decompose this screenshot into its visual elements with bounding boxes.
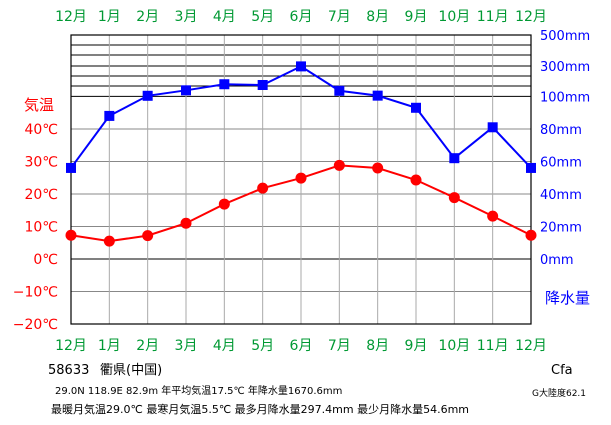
top-month-label: 5月 — [251, 9, 274, 25]
bottom-month-label: 5月 — [251, 338, 274, 354]
precipitation-point — [219, 79, 230, 90]
temperature-point — [142, 230, 154, 242]
bottom-month-label: 11月 — [477, 338, 509, 354]
precipitation-point — [487, 122, 498, 133]
precipitation-tick-labels: 500mm 300mm 100mm 80mm 60mm 40mm 20mm 0mm — [540, 29, 590, 268]
temperature-tick-label: 10℃ — [24, 220, 58, 236]
temperature-point — [525, 229, 537, 241]
top-month-label: 6月 — [290, 9, 313, 25]
temperature-point — [103, 235, 115, 247]
temperature-tick-label: 20℃ — [24, 187, 58, 203]
precipitation-tick-label: 80mm — [540, 123, 582, 138]
temperature-point — [410, 174, 422, 186]
precipitation-tick-label: 500mm — [540, 29, 590, 44]
precipitation-point — [66, 162, 76, 173]
bottom-month-label: 8月 — [366, 338, 389, 354]
precipitation-tick-label: 300mm — [540, 60, 590, 75]
station-name: 衢県(中国) — [100, 363, 162, 378]
station-info-line1: 29.0N 118.9E 82.9m 年平均気温17.5℃ 年降水量1670.6… — [55, 384, 342, 397]
precipitation-point — [449, 153, 460, 164]
temperature-point — [372, 162, 384, 174]
bottom-month-label: 9月 — [405, 338, 428, 354]
bottom-month-label: 3月 — [175, 338, 198, 354]
precipitation-point — [526, 162, 536, 173]
temperature-point — [487, 210, 499, 222]
temperature-tick-label: −20℃ — [13, 317, 58, 333]
top-month-label: 1月 — [98, 9, 121, 25]
precipitation-tick-label: 20mm — [540, 220, 582, 235]
precipitation-axis-label: 降水量 — [545, 289, 590, 307]
plot-frame — [70, 34, 532, 325]
precipitation-point — [104, 110, 115, 121]
top-month-label: 4月 — [213, 9, 236, 25]
temperature-tick-label: −10℃ — [13, 285, 58, 301]
top-month-label: 10月 — [438, 9, 470, 25]
bottom-month-label: 1月 — [98, 338, 121, 354]
top-month-label: 7月 — [328, 9, 351, 25]
temperature-point — [295, 172, 307, 184]
temperature-axis-label: 気温 — [24, 96, 54, 114]
precipitation-tick-label: 0mm — [540, 253, 574, 268]
top-month-label: 9月 — [405, 9, 428, 25]
climate-class: Cfa — [551, 363, 573, 378]
continentality: G大陸度62.1 — [532, 387, 586, 399]
station-info-line2: 最暖月気温29.0℃ 最寒月気温5.5℃ 最多月降水量297.4mm 最少月降水… — [51, 402, 469, 416]
top-month-labels: 12月 1月 2月 3月 4月 5月 6月 7月 8月 9月 10月 11月 12月 — [55, 9, 547, 25]
temperature-point — [218, 198, 230, 210]
temperature-point — [333, 159, 345, 171]
precipitation-point — [411, 102, 421, 113]
bottom-month-label: 6月 — [290, 338, 313, 354]
bottom-month-label: 7月 — [328, 338, 351, 354]
top-month-label: 3月 — [175, 9, 198, 25]
bottom-month-label: 2月 — [136, 338, 159, 354]
bottom-month-label: 12月 — [515, 338, 547, 354]
precipitation-point — [181, 85, 191, 96]
precipitation-point — [372, 90, 383, 101]
precipitation-tick-label: 100mm — [540, 90, 590, 105]
station-id: 58633 — [48, 363, 89, 378]
precipitation-point — [257, 80, 268, 90]
precipitation-point — [142, 90, 153, 101]
precipitation-point — [296, 61, 306, 72]
bottom-month-label: 4月 — [213, 338, 236, 354]
temperature-tick-labels: 40℃ 30℃ 20℃ 10℃ 0℃ −10℃ −20℃ — [13, 122, 58, 333]
top-month-label: 12月 — [515, 9, 547, 25]
top-month-label: 11月 — [477, 9, 509, 25]
temperature-tick-label: 0℃ — [33, 252, 58, 268]
precipitation-tick-label: 40mm — [540, 188, 582, 203]
precipitation-tick-label: 60mm — [540, 155, 582, 170]
temperature-point — [65, 229, 77, 241]
precipitation-point — [334, 85, 345, 96]
temperature-point — [180, 217, 192, 229]
grid-lines — [70, 34, 532, 325]
top-month-label: 12月 — [55, 9, 87, 25]
bottom-month-label: 12月 — [55, 338, 87, 354]
precipitation-series — [66, 61, 536, 173]
top-month-label: 8月 — [366, 9, 389, 25]
temperature-tick-label: 40℃ — [24, 122, 58, 138]
top-month-label: 2月 — [136, 9, 159, 25]
bottom-month-labels: 12月 1月 2月 3月 4月 5月 6月 7月 8月 9月 10月 11月 12月 — [55, 338, 547, 354]
temperature-tick-label: 30℃ — [24, 155, 58, 171]
bottom-month-label: 10月 — [438, 338, 470, 354]
temperature-point — [257, 182, 269, 194]
temperature-point — [448, 192, 460, 204]
temperature-series — [65, 159, 537, 247]
